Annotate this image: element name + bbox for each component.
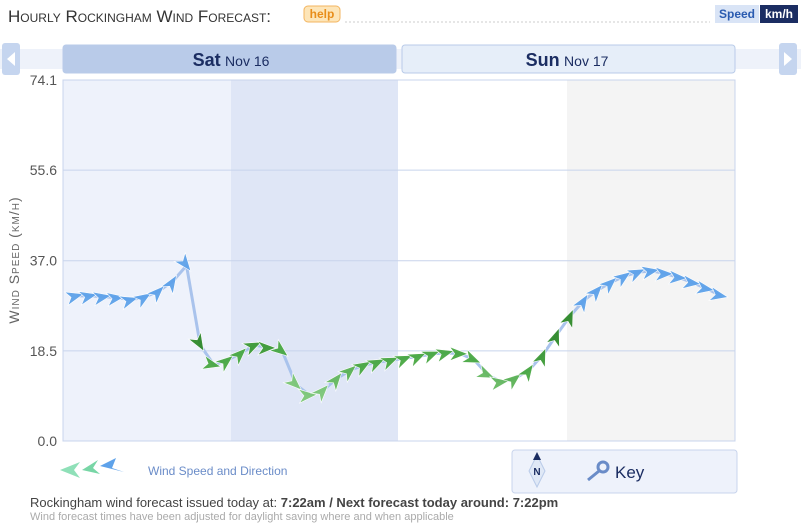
wind-arrow	[624, 268, 646, 284]
wind-arrow	[118, 295, 140, 311]
day-tab[interactable]	[401, 44, 736, 74]
wind-arrow	[227, 347, 247, 367]
compass-n[interactable]: N	[533, 467, 540, 478]
wind-arrow	[681, 274, 702, 290]
wind-arrow	[694, 279, 716, 295]
wind-arrow	[337, 364, 357, 384]
title: Hourly Rockingham Wind Forecast:	[8, 7, 271, 26]
units-toggle-label[interactable]	[715, 5, 759, 23]
wind-arrow	[597, 276, 618, 296]
day-date: Nov 17	[564, 53, 609, 69]
day-name: Sat	[193, 50, 221, 70]
units-label[interactable]: Speed	[719, 7, 755, 21]
wind-arrow	[516, 363, 534, 384]
y-tick-label: 0.0	[38, 433, 58, 449]
wind-arrow	[131, 292, 152, 310]
wind-arrow	[350, 360, 372, 378]
wind-arrow	[323, 372, 343, 393]
wind-arrow	[187, 330, 205, 352]
wind-arrow	[160, 274, 177, 296]
wind-arrow	[474, 363, 496, 379]
day-date: Nov 16	[225, 53, 270, 69]
units-toggle[interactable]	[760, 5, 798, 23]
wind-arrow	[213, 355, 234, 374]
compass-north[interactable]	[533, 452, 541, 460]
help-badge[interactable]	[303, 5, 341, 23]
y-tick-label: 74.1	[30, 72, 57, 88]
wind-arrow	[448, 346, 469, 362]
key-box[interactable]	[511, 449, 738, 494]
day-name: Sun	[526, 50, 560, 70]
next-text: / Next forecast today around:	[329, 495, 509, 510]
wind-arrow	[460, 348, 482, 364]
day-tab[interactable]	[62, 44, 397, 74]
issued-time: 7:22am	[281, 495, 326, 510]
issued-text: Rockingham wind forecast issued today at…	[30, 495, 277, 510]
wind-arrow	[545, 327, 560, 349]
wind-arrow	[145, 285, 165, 305]
compass[interactable]	[528, 453, 546, 489]
wind-arrow	[584, 284, 603, 304]
y-axis-label: Wind Speed (km/h)	[6, 196, 22, 323]
wind-arrow	[391, 355, 414, 370]
wind-arrow	[405, 353, 427, 369]
key-icon[interactable]	[587, 469, 600, 482]
wind-arrow	[378, 357, 400, 372]
wind-arrow	[708, 285, 729, 301]
legend-arrow	[82, 460, 100, 474]
wind-arrow	[282, 371, 302, 391]
wind-arrow	[91, 291, 112, 307]
wind-arrow	[364, 358, 386, 375]
wind-arrow	[419, 350, 441, 366]
y-tick-label: 37.0	[30, 253, 57, 269]
day-tab-label[interactable]: Sat Nov 16	[193, 50, 270, 70]
wind-arrow	[611, 271, 632, 289]
legend-arrow	[60, 462, 80, 478]
wind-arrow	[654, 266, 675, 282]
footer: Rockingham wind forecast issued today at…	[30, 495, 558, 510]
y-tick-label: 55.6	[30, 162, 57, 178]
footer-note: Wind forecast times have been adjusted f…	[30, 511, 454, 523]
wind-arrow	[105, 292, 126, 308]
wind-arrow	[268, 338, 289, 357]
wind-arrow	[531, 347, 546, 369]
day-tab-label[interactable]: Sun Nov 17	[526, 50, 609, 70]
wind-arrow	[309, 384, 329, 404]
wind-arrow	[200, 354, 222, 370]
wind-arrow	[256, 340, 277, 356]
next-arrow[interactable]	[784, 52, 792, 66]
key-icon[interactable]	[596, 460, 610, 474]
wind-arrow	[558, 308, 574, 330]
prev-arrow[interactable]	[7, 52, 15, 66]
units[interactable]: km/h	[765, 7, 793, 21]
legend-label: Wind Speed and Direction	[148, 464, 287, 478]
y-tick-label: 18.5	[30, 343, 57, 359]
wind-arrow	[639, 265, 661, 281]
wind-arrow	[297, 388, 318, 404]
wind-arrow	[571, 293, 589, 315]
help-text[interactable]: help	[310, 7, 335, 21]
wind-arrow	[667, 269, 688, 285]
legend-arrow	[100, 458, 124, 472]
next-time: 7:22pm	[513, 495, 559, 510]
key-label[interactable]: Key	[615, 463, 645, 482]
wind-arrow	[173, 251, 192, 272]
wind-arrow	[63, 291, 85, 307]
wind-arrow	[433, 348, 455, 364]
wind-arrow	[241, 341, 263, 357]
wind-arrow	[501, 373, 522, 392]
wind-arrow	[77, 291, 99, 306]
